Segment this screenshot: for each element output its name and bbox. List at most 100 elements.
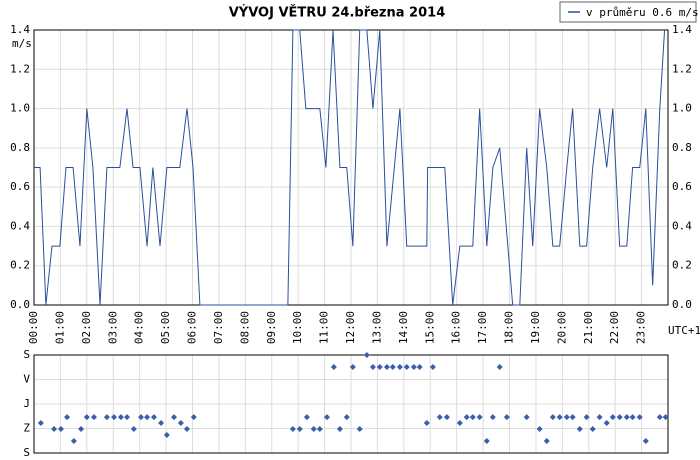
legend-label: v průměru 0.6 m/s (586, 6, 699, 19)
data-point (396, 363, 403, 370)
x-tick-label: 12:00 (344, 311, 357, 344)
data-point (410, 363, 417, 370)
data-point (103, 414, 110, 421)
x-tick-label: 20:00 (555, 311, 568, 344)
x-tick-label: 02:00 (80, 311, 93, 344)
y-tick-label: S (23, 348, 30, 361)
x-tick-label: 10:00 (291, 311, 304, 344)
x-tick-label: 09:00 (265, 311, 278, 344)
y-tick-label: 0.4 (10, 219, 30, 232)
data-point (543, 438, 550, 445)
data-point (603, 420, 610, 427)
data-point (609, 414, 616, 421)
x-tick-label: 18:00 (503, 311, 516, 344)
y-tick-label: 0.8 (10, 141, 30, 154)
y-tick-label: 1.2 (10, 62, 30, 75)
data-point (463, 414, 470, 421)
legend-box (559, 1, 697, 23)
data-point (349, 363, 356, 370)
data-point (616, 414, 623, 421)
data-point (64, 414, 71, 421)
data-point (636, 414, 643, 421)
data-point (423, 420, 430, 427)
data-point (489, 414, 496, 421)
x-tick-label: 23:00 (635, 311, 648, 344)
y-tick-label: Z (23, 422, 30, 435)
x-axis-label: UTC+1 (668, 324, 700, 337)
data-point (343, 414, 350, 421)
y-tick-label-right: 0.0 (672, 298, 692, 311)
data-point (523, 414, 530, 421)
x-tick-label: 11:00 (318, 311, 331, 344)
data-point (443, 414, 450, 421)
y-tick-label: S (23, 446, 30, 459)
data-point (78, 426, 85, 433)
x-tick-label: 13:00 (370, 311, 383, 344)
x-tick-label: 17:00 (476, 311, 489, 344)
data-point (589, 426, 596, 433)
y-tick-label: 0.2 (10, 259, 30, 272)
x-tick-label: 19:00 (529, 311, 542, 344)
x-tick-label: 01:00 (53, 311, 66, 344)
data-point (163, 432, 170, 439)
x-tick-label: 21:00 (582, 311, 595, 344)
y-tick-label: V (23, 373, 30, 386)
data-point (303, 414, 310, 421)
data-point (469, 414, 476, 421)
data-point (536, 426, 543, 433)
data-point (496, 363, 503, 370)
data-point (629, 414, 636, 421)
data-point (130, 426, 137, 433)
data-point (123, 414, 130, 421)
y-tick-label-right: 1.4 (672, 23, 692, 36)
data-point (483, 438, 490, 445)
data-point (310, 426, 317, 433)
data-point (556, 414, 563, 421)
data-point (177, 420, 184, 427)
data-point (476, 414, 483, 421)
data-point (596, 414, 603, 421)
data-point (83, 414, 90, 421)
data-point (37, 420, 44, 427)
chart-title: VÝVOJ VĚTRU 24.března 2014 (229, 5, 446, 21)
data-point (190, 414, 197, 421)
data-point (356, 426, 363, 433)
data-point (503, 414, 510, 421)
data-point (137, 414, 144, 421)
x-tick-label: 06:00 (186, 311, 199, 344)
data-point (144, 414, 151, 421)
y-tick-label-right: 0.8 (672, 141, 692, 154)
data-point (456, 420, 463, 427)
y-tick-label-right: 1.0 (672, 102, 692, 115)
data-point (383, 363, 390, 370)
data-point (569, 414, 576, 421)
data-point (117, 414, 124, 421)
data-point (70, 438, 77, 445)
y-tick-label-right: 1.2 (672, 62, 692, 75)
data-point (369, 363, 376, 370)
data-point (623, 414, 630, 421)
data-point (90, 414, 97, 421)
data-point (662, 414, 669, 421)
y-tick-label: 0.6 (10, 180, 30, 193)
y-tick-label: 1.0 (10, 102, 30, 115)
y-tick-label-right: 0.6 (672, 180, 692, 193)
data-point (171, 414, 178, 421)
data-point (330, 363, 337, 370)
data-point (296, 426, 303, 433)
x-tick-label: 04:00 (133, 311, 146, 344)
y-tick-label: 1.4 (10, 23, 30, 36)
y-tick-label: 0.0 (10, 298, 30, 311)
data-point (111, 414, 118, 421)
x-tick-label: 16:00 (450, 311, 463, 344)
data-point (363, 352, 370, 358)
plot-frame (33, 354, 669, 454)
data-point (183, 426, 190, 433)
data-point (416, 363, 423, 370)
data-point (403, 363, 410, 370)
y-tick-label-right: 0.2 (672, 259, 692, 272)
x-tick-label: 07:00 (212, 311, 225, 344)
y-axis-label: m/s (12, 37, 32, 50)
data-point (429, 363, 436, 370)
